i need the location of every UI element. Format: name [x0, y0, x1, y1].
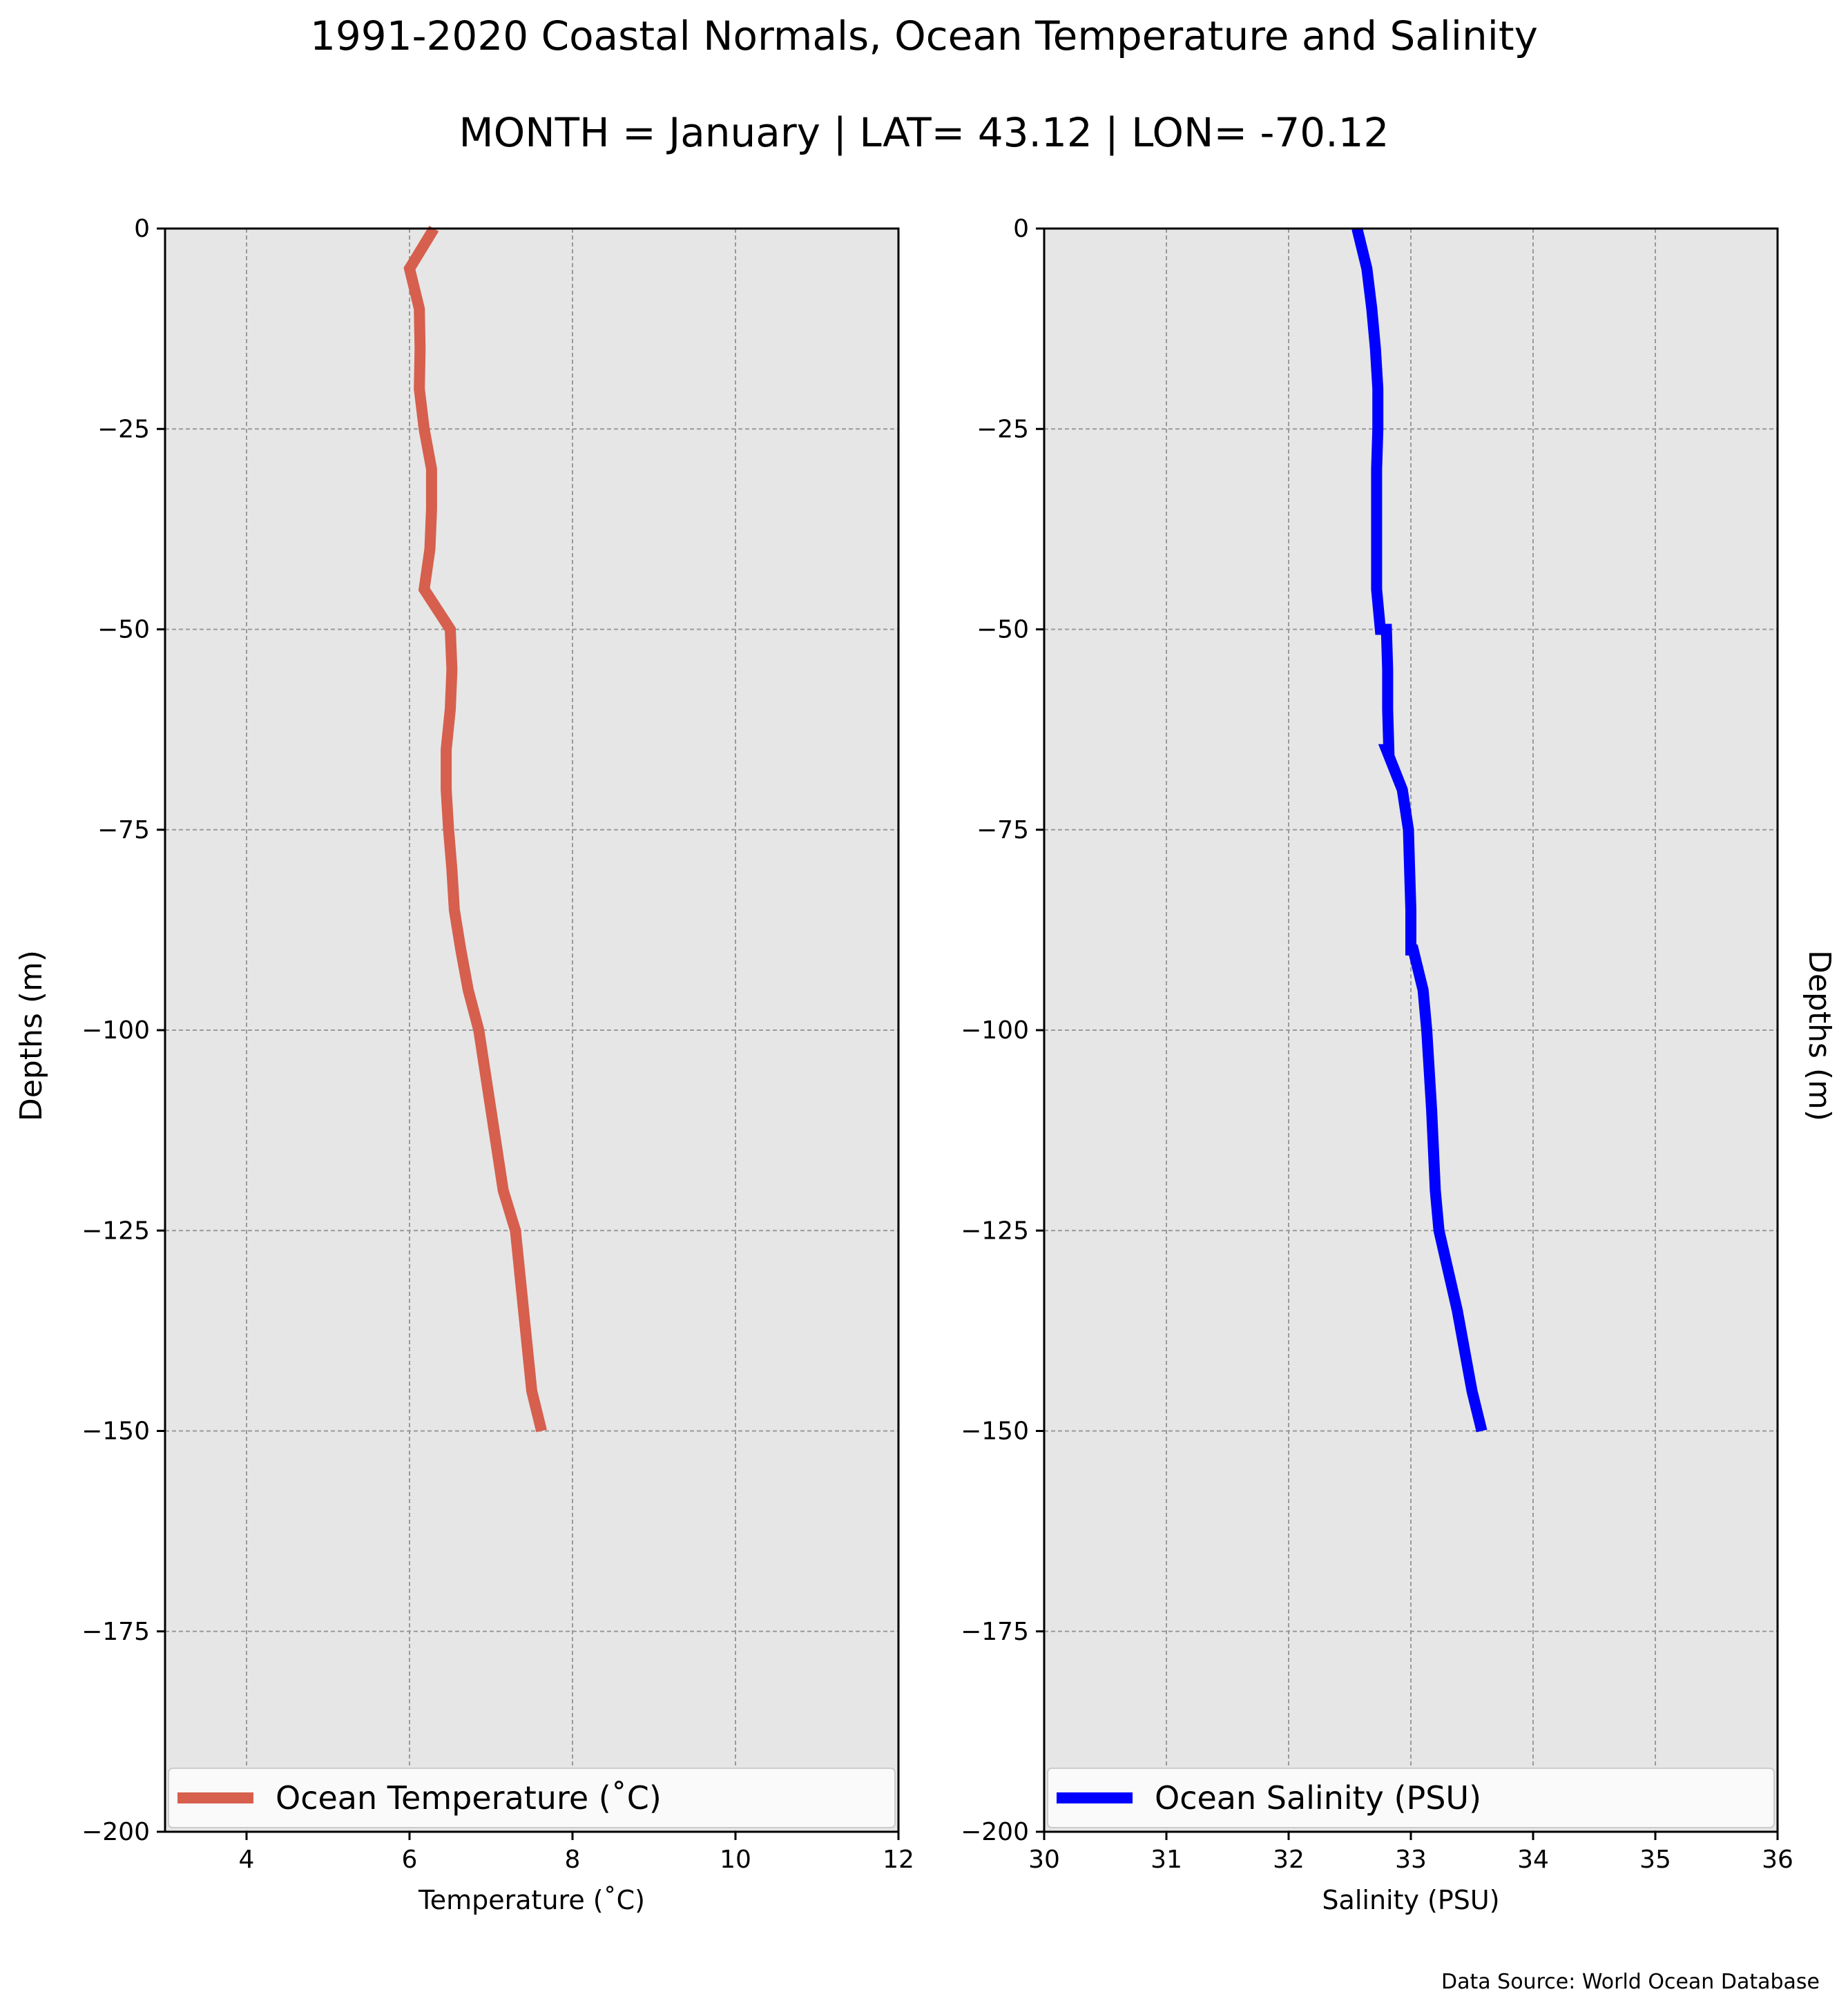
x-tick-label: 10 — [720, 1846, 751, 1874]
y-tick-label: −75 — [976, 816, 1029, 844]
x-tick-label: 8 — [565, 1846, 581, 1874]
y-tick-label: −175 — [81, 1618, 150, 1646]
y-tick-label: −50 — [976, 616, 1029, 644]
x-tick-label: 30 — [1028, 1846, 1060, 1874]
y-tick-label: −150 — [81, 1417, 150, 1446]
y-tick-label: 0 — [1013, 215, 1029, 243]
x-tick-label: 31 — [1151, 1846, 1182, 1874]
y-tick-label: −125 — [81, 1217, 150, 1245]
y-tick-label: −100 — [961, 1016, 1029, 1045]
legend-label: Ocean Salinity (PSU) — [1155, 1779, 1481, 1817]
y-tick-label: −150 — [961, 1417, 1029, 1446]
y-axis-label-right: Depths (m) — [1802, 950, 1837, 1121]
legend-box — [1047, 1768, 1775, 1828]
legend: Ocean Temperature (˚C) — [168, 1768, 896, 1828]
x-tick-label: 6 — [402, 1846, 418, 1874]
y-axis-label-left: Depths (m) — [14, 950, 49, 1121]
x-tick-label: 33 — [1395, 1846, 1427, 1874]
x-tick-label: 12 — [883, 1846, 914, 1874]
series-line — [1351, 227, 1488, 1433]
series-line — [403, 225, 547, 1433]
figure-title: 1991-2020 Coastal Normals, Ocean Tempera… — [310, 12, 1538, 59]
temperature-panel: Ocean Temperature (˚C) 4 6 8 10 12 0 −25 −50 −75 −… — [81, 215, 914, 1915]
y-tick-label: −200 — [81, 1818, 150, 1846]
x-tick-label: 4 — [239, 1846, 255, 1874]
y-tick-label: 0 — [134, 215, 150, 243]
x-tick-label: 32 — [1273, 1846, 1305, 1874]
y-tick-label: −25 — [976, 415, 1029, 443]
data-source-note: Data Source: World Ocean Database — [1441, 1970, 1820, 1994]
y-tick-label: −175 — [961, 1618, 1029, 1646]
y-tick-label: −125 — [961, 1217, 1029, 1245]
x-axis-label: Salinity (PSU) — [1322, 1885, 1499, 1915]
legend: Ocean Salinity (PSU) — [1047, 1768, 1775, 1828]
y-tick-label: −100 — [81, 1016, 150, 1045]
x-axis-label: Temperature (˚C) — [418, 1885, 645, 1915]
x-tick-label: 34 — [1517, 1846, 1549, 1874]
x-tick-label: 35 — [1639, 1846, 1671, 1874]
y-tick-label: −75 — [97, 816, 150, 844]
legend-label: Ocean Temperature (˚C) — [276, 1779, 662, 1817]
y-tick-label: −200 — [961, 1818, 1029, 1846]
y-tick-label: −50 — [97, 616, 150, 644]
salinity-panel: Ocean Salinity (PSU) 30 31 32 33 34 35 36 0 −25 −5… — [961, 215, 1793, 1915]
x-tick-label: 36 — [1762, 1846, 1793, 1874]
y-tick-label: −25 — [97, 415, 150, 443]
legend-box — [168, 1768, 896, 1828]
figure-subtitle: MONTH = January | LAT= 43.12 | LON= -70.… — [459, 109, 1389, 156]
